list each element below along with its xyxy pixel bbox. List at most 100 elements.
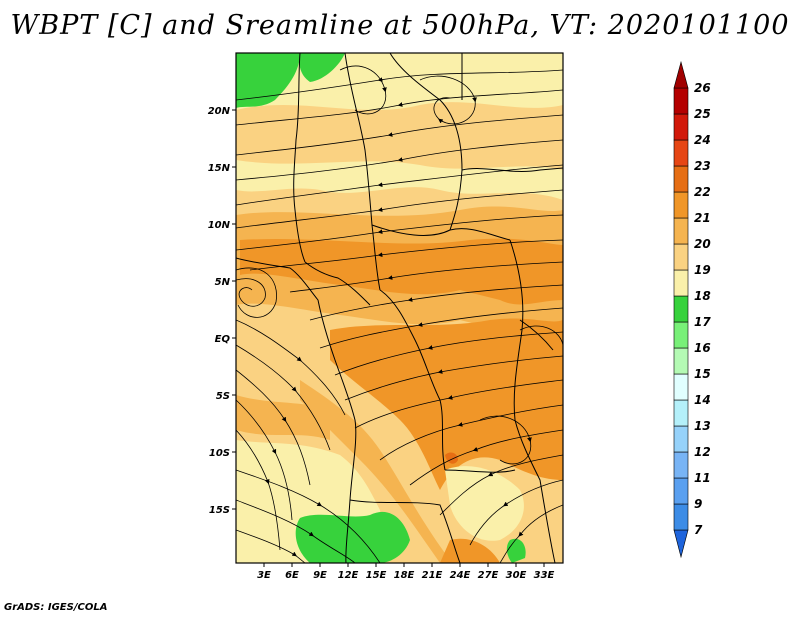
map-frame (235, 52, 564, 564)
streamline (344, 355, 563, 401)
border-b (344, 53, 381, 291)
streamline (236, 214, 563, 251)
colorbar-label: 14 (694, 393, 711, 407)
colorbar-box (673, 113, 689, 141)
border-i (444, 469, 516, 473)
lat-label: EQ (215, 334, 231, 345)
border-h (509, 239, 556, 563)
colorbar-box (673, 503, 689, 531)
colorbar-box (673, 217, 689, 245)
field-hot-se (440, 538, 500, 563)
streamline (339, 65, 387, 115)
colorbar-box (673, 347, 689, 375)
streamline (479, 415, 532, 465)
streamline (309, 284, 563, 321)
colorbar-label: 25 (694, 107, 711, 121)
colorbar-label: 19 (694, 263, 711, 277)
streamline (236, 139, 563, 181)
colorbar-arrow-high (673, 60, 689, 89)
field-pale-patch (445, 466, 524, 541)
lat-label: 15S (209, 505, 230, 516)
colorbar-label: 17 (694, 315, 711, 329)
streamline (236, 529, 306, 563)
colorbar-label: 7 (694, 523, 703, 537)
streamline (236, 429, 281, 551)
field-warm-south (300, 380, 470, 563)
colorbar-box (673, 191, 689, 219)
field-hot-center (240, 238, 563, 305)
border-f (371, 224, 511, 241)
streamlines (236, 65, 563, 563)
colorbar-box (673, 139, 689, 167)
colorbar-label: 18 (694, 289, 711, 303)
colorbar-label: 24 (694, 133, 711, 147)
colorbar-label: 12 (694, 445, 711, 459)
colorbar-label: 13 (694, 419, 711, 433)
colorbar: 7 9 11 12 13 14 15 16 17 18 19 20 21 22 23 24 25 26 (673, 60, 711, 559)
colorbar-box (673, 321, 689, 349)
footer-credit: GrADS: IGES/COLA (4, 602, 108, 613)
chart-title: WBPT [C] and Sreamline at 500hPa, VT: 20… (10, 10, 790, 41)
border-k (304, 261, 371, 306)
lat-label: 10S (209, 448, 230, 459)
lon-label: 24E (450, 570, 471, 581)
colorbar-label: 21 (694, 211, 711, 225)
field-green-nw (236, 53, 300, 108)
field-green-n (299, 53, 345, 82)
lon-label: 3E (257, 570, 271, 581)
colorbar-box (673, 165, 689, 193)
streamline (236, 499, 356, 563)
lon-label: 27E (478, 570, 499, 581)
border-l (519, 319, 554, 351)
streamline (236, 469, 381, 563)
streamline (236, 189, 563, 229)
streamline (236, 267, 277, 318)
wbpt-shading (236, 53, 563, 563)
lon-label: 21E (422, 570, 443, 581)
streamline (236, 89, 563, 126)
streamline (409, 429, 563, 486)
lon-label: 15E (366, 570, 387, 581)
streamline (334, 331, 563, 376)
streamline (236, 69, 563, 101)
lat-label: 10N (208, 220, 231, 231)
streamline (236, 319, 346, 416)
streamline (354, 379, 563, 429)
lat-label: 20N (208, 106, 231, 117)
field-band-north (236, 102, 563, 170)
lon-label: 9E (313, 570, 327, 581)
lon-label: 18E (394, 570, 415, 581)
lon-label: 33E (534, 570, 555, 581)
colorbar-box (673, 295, 689, 323)
colorbar-box (673, 451, 689, 479)
colorbar-box (673, 243, 689, 271)
colorbar-label: 22 (694, 185, 711, 199)
country-borders (236, 53, 563, 563)
lon-label: 30E (506, 570, 527, 581)
streamline (419, 75, 477, 125)
streamline (499, 504, 563, 563)
streamline (236, 344, 331, 451)
axis-ticks (232, 109, 545, 567)
border-a (293, 53, 306, 263)
coastline (236, 257, 357, 563)
colorbar-box (673, 477, 689, 505)
lat-label: 5N (215, 277, 231, 288)
streamline (236, 278, 266, 307)
colorbar-box (673, 87, 689, 115)
streamline (379, 404, 563, 461)
colorbar-label: 23 (694, 159, 711, 173)
streamline (236, 399, 293, 521)
lon-labels: 3E 6E 9E 12E 15E 18E 21E 24E 27E 30E 33E (257, 570, 554, 581)
streamline (319, 307, 563, 349)
lon-label: 6E (285, 570, 299, 581)
colorbar-label: 15 (694, 367, 711, 381)
colorbar-label: 9 (694, 497, 702, 511)
colorbar-label: 11 (694, 471, 711, 485)
colorbar-arrow-low (673, 529, 689, 559)
streamline (236, 114, 563, 156)
streamline (236, 369, 311, 486)
lat-label: 5S (216, 391, 230, 402)
lat-label: 15N (208, 163, 231, 174)
